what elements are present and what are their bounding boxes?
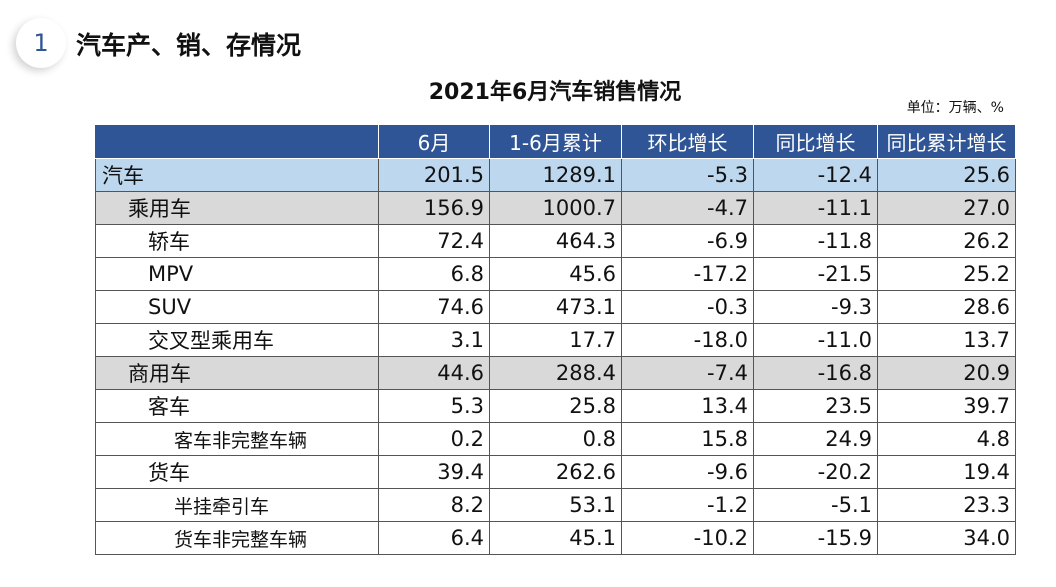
cell-ytd-yoy: 23.3 (877, 488, 1016, 522)
row-label: MPV (95, 257, 379, 291)
cell-ytd: 25.8 (489, 389, 622, 423)
row-label: 轿车 (95, 224, 379, 258)
cell-ytd-yoy: 39.7 (877, 389, 1016, 423)
cell-ytd: 464.3 (489, 224, 622, 258)
cell-ytd-yoy: 19.4 (877, 455, 1016, 489)
table-body: 汽车 201.5 1289.1 -5.3 -12.4 25.6 乘用车 156.9 1000.7… (95, 158, 1016, 555)
cell-mom: -0.3 (621, 290, 754, 324)
cell-mom: -4.7 (621, 191, 754, 225)
cell-ytd: 53.1 (489, 488, 622, 522)
header-cell-ytd: 1-6月累计 (489, 124, 622, 159)
table-row: 商用车 44.6 288.4 -7.4 -16.8 20.9 (95, 356, 1016, 390)
cell-ytd: 1289.1 (489, 158, 622, 192)
cell-ytd-yoy: 4.8 (877, 422, 1016, 456)
table-row: 客车非完整车辆 0.2 0.8 15.8 24.9 4.8 (95, 422, 1016, 456)
cell-ytd-yoy: 26.2 (877, 224, 1016, 258)
table-row: 半挂牵引车 8.2 53.1 -1.2 -5.1 23.3 (95, 488, 1016, 522)
cell-june: 39.4 (378, 455, 490, 489)
cell-june: 156.9 (378, 191, 490, 225)
header-cell-yoy: 同比增长 (753, 124, 878, 159)
table-row: MPV 6.8 45.6 -17.2 -21.5 25.2 (95, 257, 1016, 291)
row-label: 货车 (95, 455, 379, 489)
cell-mom: -10.2 (621, 521, 754, 555)
cell-ytd-yoy: 27.0 (877, 191, 1016, 225)
row-label: 商用车 (95, 356, 379, 390)
table-row: 货车非完整车辆 6.4 45.1 -10.2 -15.9 34.0 (95, 521, 1016, 555)
cell-june: 201.5 (378, 158, 490, 192)
cell-june: 6.4 (378, 521, 490, 555)
cell-ytd: 45.6 (489, 257, 622, 291)
cell-ytd: 17.7 (489, 323, 622, 357)
table-row: 货车 39.4 262.6 -9.6 -20.2 19.4 (95, 455, 1016, 489)
cell-mom: -1.2 (621, 488, 754, 522)
row-label: 客车非完整车辆 (95, 422, 379, 456)
cell-mom: -6.9 (621, 224, 754, 258)
cell-yoy: -16.8 (753, 356, 878, 390)
row-label: 半挂牵引车 (95, 488, 379, 522)
cell-june: 74.6 (378, 290, 490, 324)
cell-june: 5.3 (378, 389, 490, 423)
cell-mom: 15.8 (621, 422, 754, 456)
cell-mom: 13.4 (621, 389, 754, 423)
header-cell-category (95, 124, 379, 159)
cell-mom: -17.2 (621, 257, 754, 291)
cell-ytd-yoy: 13.7 (877, 323, 1016, 357)
cell-ytd: 288.4 (489, 356, 622, 390)
table-row: 汽车 201.5 1289.1 -5.3 -12.4 25.6 (95, 158, 1016, 192)
cell-yoy: -11.1 (753, 191, 878, 225)
cell-ytd-yoy: 34.0 (877, 521, 1016, 555)
cell-mom: -7.4 (621, 356, 754, 390)
cell-ytd-yoy: 25.2 (877, 257, 1016, 291)
cell-ytd: 45.1 (489, 521, 622, 555)
table-row: 交叉型乘用车 3.1 17.7 -18.0 -11.0 13.7 (95, 323, 1016, 357)
cell-ytd: 473.1 (489, 290, 622, 324)
table-row: 乘用车 156.9 1000.7 -4.7 -11.1 27.0 (95, 191, 1016, 225)
cell-yoy: -11.0 (753, 323, 878, 357)
header-cell-ytd-yoy: 同比累计增长 (877, 124, 1016, 159)
cell-yoy: 24.9 (753, 422, 878, 456)
cell-mom: -5.3 (621, 158, 754, 192)
cell-june: 8.2 (378, 488, 490, 522)
cell-yoy: -9.3 (753, 290, 878, 324)
cell-ytd-yoy: 25.6 (877, 158, 1016, 192)
cell-yoy: -20.2 (753, 455, 878, 489)
row-label: 汽车 (95, 158, 379, 192)
header-cell-mom: 环比增长 (621, 124, 754, 159)
cell-ytd-yoy: 28.6 (877, 290, 1016, 324)
cell-june: 72.4 (378, 224, 490, 258)
table-title: 2021年6月汽车销售情况 (428, 80, 682, 105)
cell-yoy: -11.8 (753, 224, 878, 258)
cell-ytd-yoy: 20.9 (877, 356, 1016, 390)
row-label: 交叉型乘用车 (95, 323, 379, 357)
cell-june: 6.8 (378, 257, 490, 291)
cell-june: 0.2 (378, 422, 490, 456)
sales-table: 6月 1-6月累计 环比增长 同比增长 同比累计增长 汽车 201.5 1289.1… (95, 124, 1016, 555)
unit-note: 单位：万辆、% (906, 100, 1004, 116)
table-row: 客车 5.3 25.8 13.4 23.5 39.7 (95, 389, 1016, 423)
table-row: SUV 74.6 473.1 -0.3 -9.3 28.6 (95, 290, 1016, 324)
cell-ytd: 262.6 (489, 455, 622, 489)
cell-yoy: -21.5 (753, 257, 878, 291)
cell-ytd: 1000.7 (489, 191, 622, 225)
row-label: 客车 (95, 389, 379, 423)
cell-yoy: -12.4 (753, 158, 878, 192)
header-cell-june: 6月 (378, 124, 490, 159)
section-number: 1 (33, 29, 49, 57)
table-row: 轿车 72.4 464.3 -6.9 -11.8 26.2 (95, 224, 1016, 258)
cell-june: 3.1 (378, 323, 490, 357)
cell-mom: -9.6 (621, 455, 754, 489)
table-header-row: 6月 1-6月累计 环比增长 同比增长 同比累计增长 (95, 124, 1016, 159)
cell-ytd: 0.8 (489, 422, 622, 456)
cell-yoy: -5.1 (753, 488, 878, 522)
section-number-badge: 1 (16, 18, 66, 68)
cell-mom: -18.0 (621, 323, 754, 357)
cell-june: 44.6 (378, 356, 490, 390)
row-label: 货车非完整车辆 (95, 521, 379, 555)
row-label: 乘用车 (95, 191, 379, 225)
row-label: SUV (95, 290, 379, 324)
cell-yoy: 23.5 (753, 389, 878, 423)
section-title: 汽车产、销、存情况 (76, 31, 302, 60)
cell-yoy: -15.9 (753, 521, 878, 555)
